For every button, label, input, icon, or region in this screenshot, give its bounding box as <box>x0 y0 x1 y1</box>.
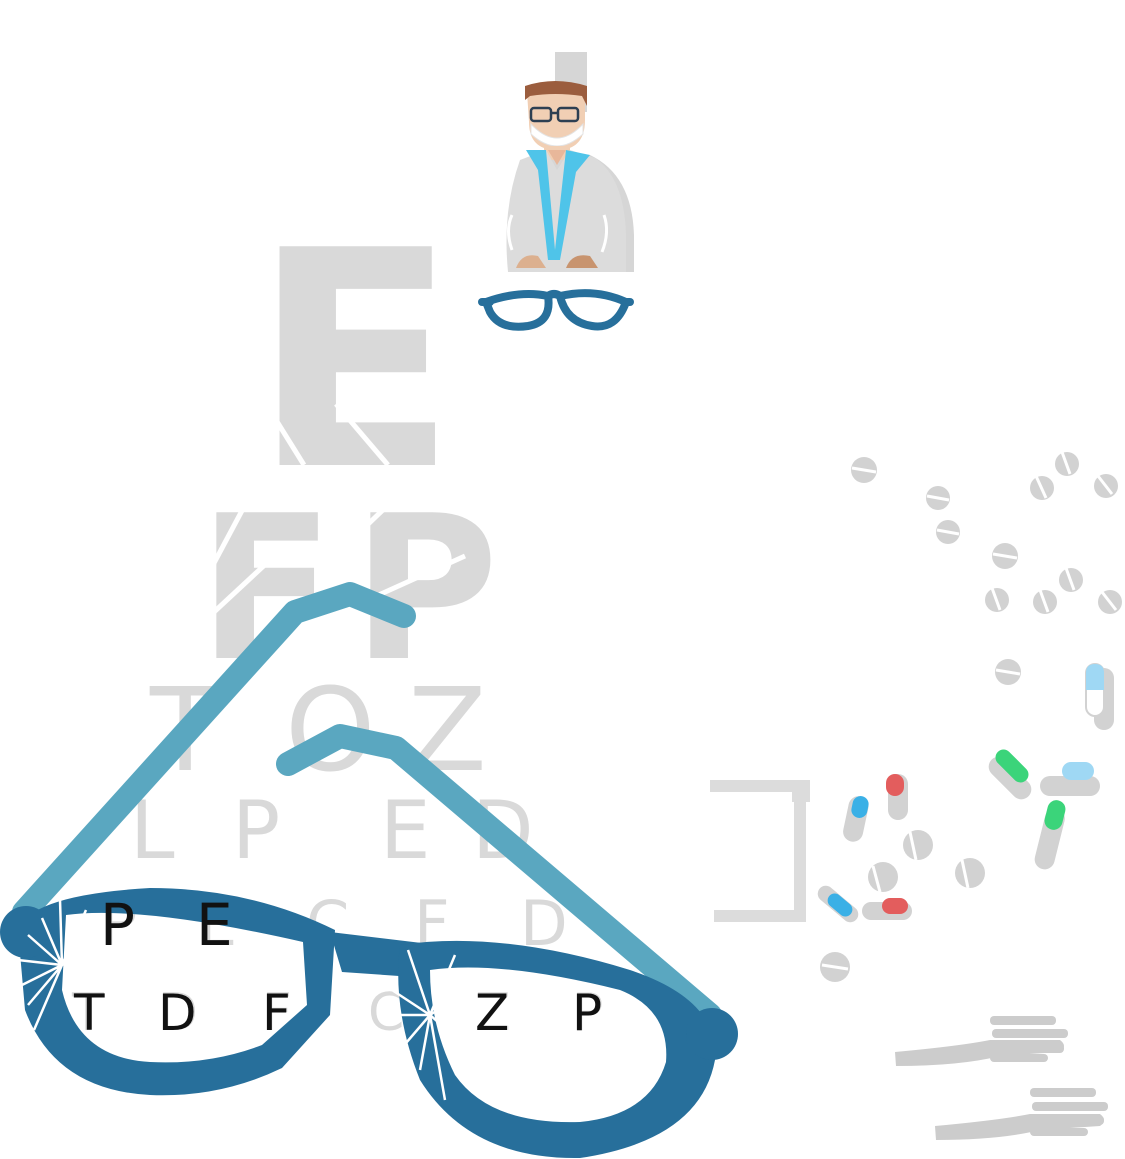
tablet <box>992 543 1018 569</box>
tablet <box>936 520 960 544</box>
tablet <box>1055 451 1079 476</box>
lens-letter-p2: P <box>572 984 602 1042</box>
chart-letter-p: P <box>352 473 499 706</box>
glasses-icon: P E T D F Z P <box>0 582 738 1159</box>
lens-letter-f: F <box>262 984 291 1042</box>
capsule <box>988 749 1032 800</box>
small-glasses-icon <box>478 289 634 331</box>
glasses-temple-left <box>12 582 416 924</box>
chart-letter-e2: E <box>380 784 431 877</box>
tablet <box>903 830 933 861</box>
lens-letter-p: P <box>100 891 135 959</box>
lens-letters: P E T D F Z P <box>73 891 602 1042</box>
tablet <box>995 659 1021 685</box>
lens-letter-z: Z <box>475 984 509 1042</box>
capsule <box>886 774 908 820</box>
glasses-temple-right <box>276 724 722 1027</box>
hand-upper <box>895 1016 1068 1066</box>
tablet <box>1059 567 1083 592</box>
lens-letter-e: E <box>196 891 233 959</box>
tablet <box>868 862 898 893</box>
chart-letter-p2: P <box>232 784 280 877</box>
capsule <box>843 796 869 842</box>
chart-letter-z2: Z <box>475 983 511 1043</box>
tablet <box>985 587 1009 612</box>
capsule <box>1085 663 1114 730</box>
tablet <box>1098 590 1122 614</box>
chart-letter-p4: P <box>572 983 603 1043</box>
tablet <box>820 952 850 982</box>
chart-letter-f: F <box>198 473 335 706</box>
chart-crack-lines <box>198 231 467 627</box>
lens-letter-d: D <box>158 984 197 1042</box>
doctor-icon <box>506 52 634 272</box>
tablet <box>1030 475 1054 500</box>
hand-icon <box>895 1016 1108 1140</box>
capsule-icon <box>817 663 1114 923</box>
lens-letter-t: T <box>73 984 105 1042</box>
capsule <box>1040 762 1100 796</box>
capsule <box>1034 800 1066 870</box>
lens-sparkle-left <box>17 899 96 1031</box>
lens-sparkle-right <box>385 949 471 1101</box>
capsule <box>862 898 912 920</box>
tablet <box>851 457 877 483</box>
pills-icon <box>710 451 1122 982</box>
tablet <box>926 486 950 510</box>
hand-lower <box>935 1088 1108 1140</box>
chart-letter-c2: C <box>368 983 404 1043</box>
pill-bottle <box>710 780 810 922</box>
tablet <box>1033 589 1057 614</box>
capsule <box>817 885 859 923</box>
tablet <box>1094 474 1118 498</box>
tablet <box>955 858 985 889</box>
chart-letter-e-large: E <box>252 187 457 536</box>
glasses-frame <box>0 888 738 1159</box>
chart-letter-d3: D <box>158 983 198 1043</box>
